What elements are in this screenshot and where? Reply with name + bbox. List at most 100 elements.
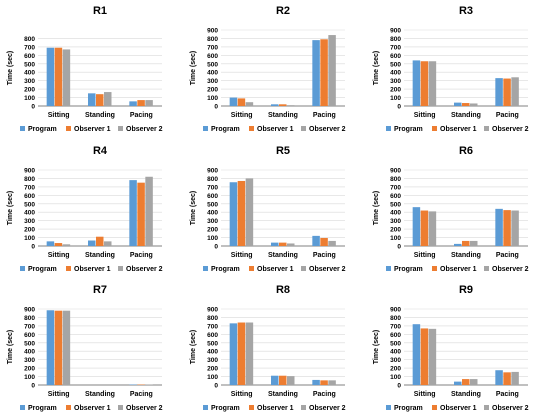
y-tick-label: 700: [390, 323, 401, 330]
y-tick-label: 600: [390, 193, 401, 200]
bar: [287, 243, 295, 246]
legend-swatch: [203, 126, 208, 131]
y-tick-label: 200: [207, 227, 218, 234]
bar: [88, 240, 96, 246]
bar: [229, 182, 238, 246]
y-tick-label: 300: [24, 78, 35, 85]
legend-label: Observer 1: [74, 126, 111, 133]
y-tick-label: 100: [24, 235, 35, 242]
y-tick-label: 500: [390, 340, 401, 347]
bar: [96, 94, 104, 106]
legend-swatch: [249, 126, 254, 131]
bar: [428, 61, 437, 106]
x-tick-label: Pacing: [313, 252, 336, 259]
bar: [46, 47, 55, 106]
y-tick-label: 500: [24, 61, 35, 68]
legend-label: Program: [211, 405, 240, 412]
y-tick-label: 700: [207, 184, 218, 191]
legend-label: Observer 1: [440, 266, 477, 273]
legend-swatch: [203, 405, 208, 410]
y-tick-label: 200: [24, 87, 35, 94]
legend-swatch: [249, 266, 254, 271]
bar: [503, 372, 511, 385]
y-tick-label: 800: [390, 36, 401, 43]
bar: [470, 103, 478, 106]
y-tick-label: 0: [397, 244, 401, 251]
x-tick-label: Pacing: [130, 391, 153, 398]
y-tick-label: 200: [390, 366, 401, 373]
legend-swatch: [118, 126, 123, 131]
bar: [145, 176, 153, 246]
bar: [62, 49, 71, 106]
bar: [462, 379, 470, 385]
y-tick-label: 400: [207, 70, 218, 77]
legend-label: Program: [28, 266, 57, 273]
legend-swatch: [386, 126, 391, 131]
bar: [279, 375, 287, 385]
legend-label: Observer 1: [74, 405, 111, 412]
y-tick-label: 600: [390, 53, 401, 60]
bar: [62, 310, 71, 385]
y-tick-label: 700: [24, 44, 35, 51]
y-tick-label: 100: [24, 95, 35, 102]
bar: [412, 324, 421, 385]
bar: [462, 240, 470, 246]
legend-swatch: [66, 126, 71, 131]
bar: [237, 98, 246, 106]
y-tick-label: 0: [31, 104, 35, 111]
legend-label: Observer 1: [257, 126, 294, 133]
bar: [495, 370, 503, 385]
y-tick-label: 900: [207, 168, 218, 175]
bar: [88, 93, 96, 106]
y-tick-label: 600: [24, 193, 35, 200]
y-tick-label: 300: [390, 218, 401, 225]
legend-swatch: [249, 405, 254, 410]
y-tick-label: 200: [207, 87, 218, 94]
y-tick-label: 600: [24, 53, 35, 60]
bar: [104, 241, 112, 246]
y-tick-label: 800: [207, 315, 218, 322]
x-tick-label: Pacing: [313, 391, 336, 398]
bar: [54, 243, 63, 246]
y-tick-label: 400: [390, 349, 401, 356]
x-tick-label: Standing: [268, 252, 298, 259]
legend-swatch: [118, 266, 123, 271]
chart-title: R5: [276, 145, 290, 157]
legend-label: Program: [394, 266, 423, 273]
bar: [54, 47, 63, 106]
bar: [454, 243, 462, 246]
chart-title: R9: [459, 284, 473, 296]
y-tick-label: 600: [207, 53, 218, 60]
x-tick-label: Sitting: [414, 252, 436, 259]
y-tick-label: 700: [24, 323, 35, 330]
legend-swatch: [432, 126, 437, 131]
y-tick-label: 300: [207, 78, 218, 85]
bar: [54, 310, 63, 385]
bar: [412, 207, 421, 246]
y-tick-label: 700: [390, 184, 401, 191]
bar: [279, 242, 287, 246]
y-axis-label: Time (sec): [373, 51, 380, 86]
bar: [420, 61, 429, 106]
y-tick-label: 500: [24, 201, 35, 208]
bar: [271, 104, 279, 106]
y-tick-label: 400: [24, 210, 35, 217]
bar: [129, 180, 137, 246]
legend-label: Program: [394, 405, 423, 412]
y-tick-label: 500: [207, 340, 218, 347]
x-tick-label: Pacing: [496, 252, 519, 259]
bar: [245, 322, 254, 385]
x-tick-label: Pacing: [130, 252, 153, 259]
legend-label: Observer 2: [309, 405, 346, 412]
bar: [287, 376, 295, 385]
y-tick-label: 700: [24, 184, 35, 191]
bar: [503, 210, 511, 246]
y-tick-label: 800: [207, 36, 218, 43]
y-tick-label: 100: [390, 95, 401, 102]
bar: [279, 104, 287, 106]
